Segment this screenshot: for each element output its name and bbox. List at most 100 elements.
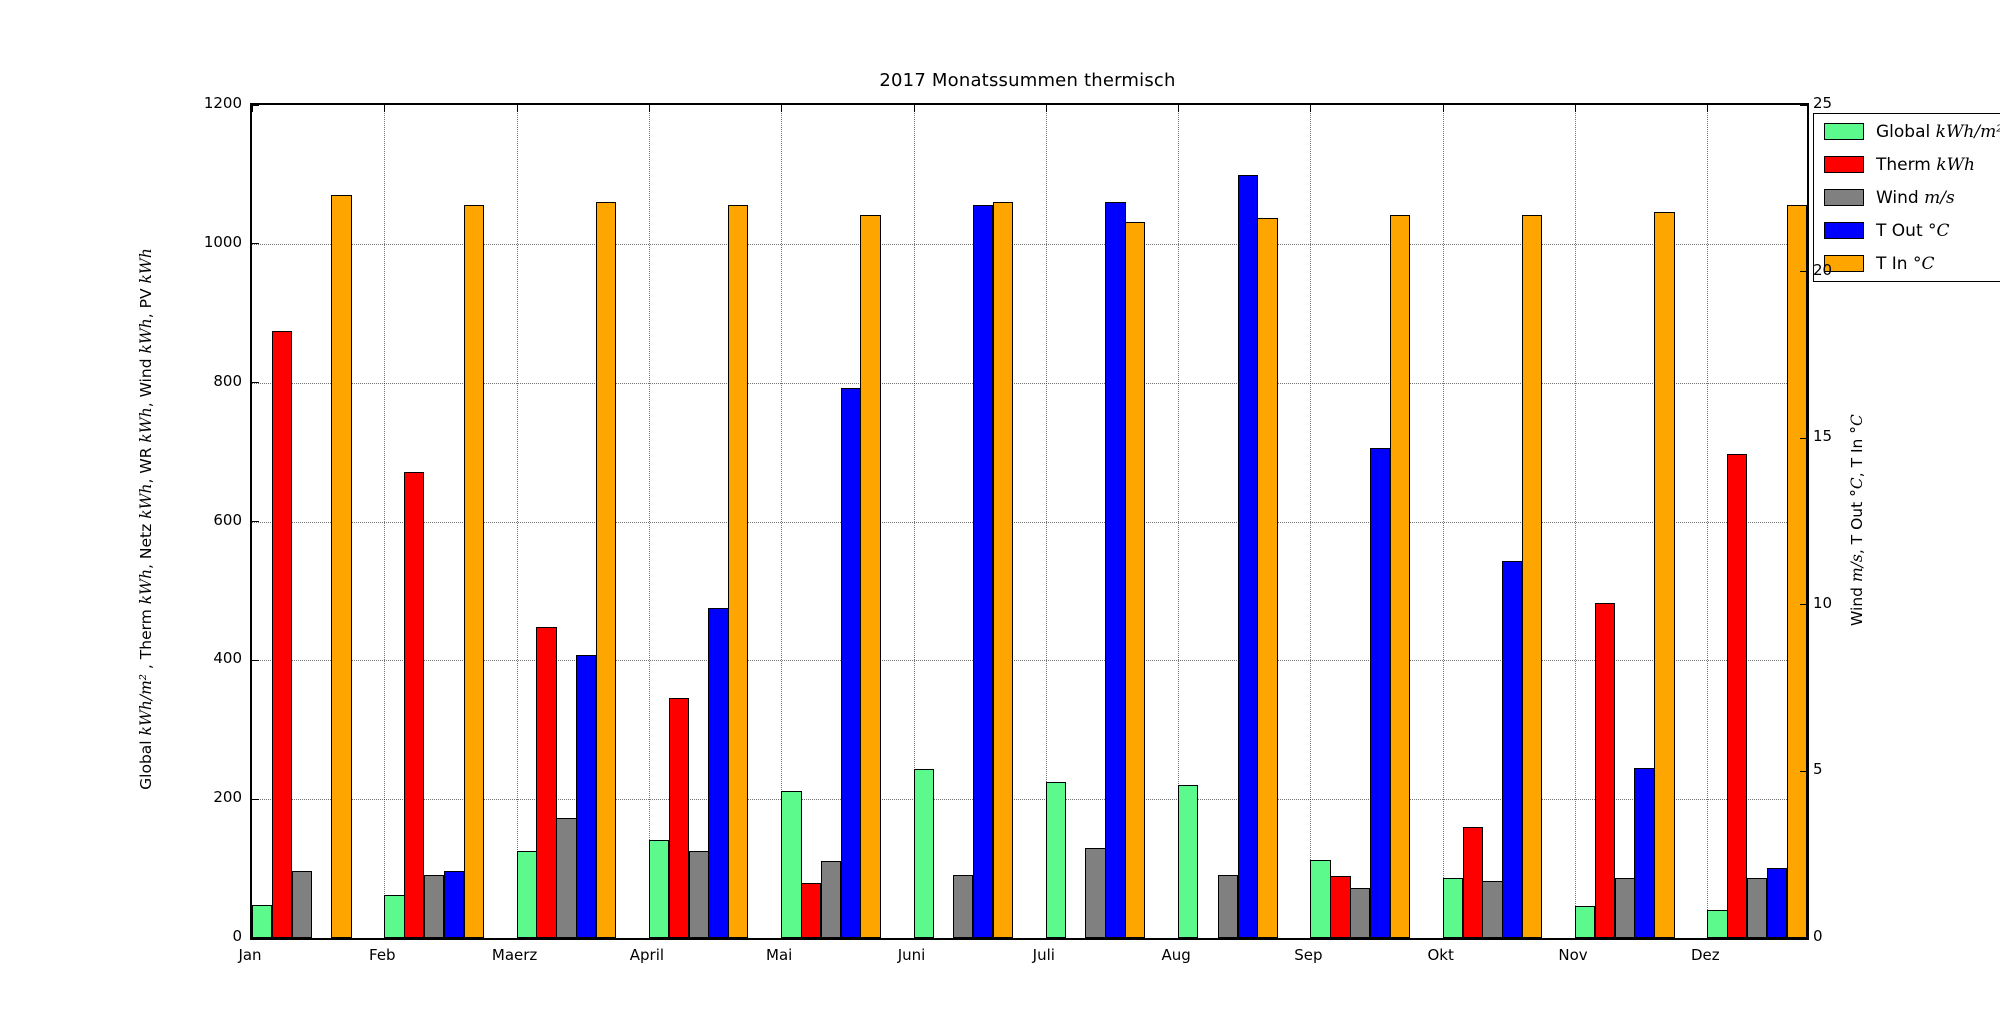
legend-series-name: T In (1876, 253, 1913, 274)
bar-t-out-maerz (576, 655, 597, 938)
label-text: , Therm (137, 604, 155, 674)
bar-therm-sep (1330, 876, 1351, 938)
x-tick-label-month: Maerz (491, 946, 538, 964)
legend-label: Global kWh/m² (1876, 122, 2000, 142)
bar-wind-maerz (556, 818, 577, 938)
left-axis-tick-mark (252, 521, 259, 522)
bar-therm-mai (801, 883, 822, 938)
vertical-gridline (1707, 105, 1709, 938)
left-axis-tick-mark (252, 104, 259, 106)
bar-global-aug (1178, 785, 1199, 938)
unit-math-text: kWh (137, 568, 155, 605)
bar-t-in-nov (1654, 212, 1675, 938)
bar-wind-okt (1482, 881, 1503, 938)
left-y-tick-label: 200 (213, 788, 242, 807)
label-text: , T Out (1848, 496, 1866, 555)
bar-wind-nov (1614, 878, 1635, 938)
bar-therm-april (668, 698, 690, 938)
bar-global-jan (252, 905, 273, 938)
x-axis-tick-mark-bottom (384, 931, 386, 938)
bar-global-feb (384, 895, 405, 938)
vertical-gridline (913, 105, 915, 938)
x-axis-tick-mark-top (1442, 105, 1444, 112)
bar-t-out-juni (972, 205, 994, 938)
bar-global-okt (1442, 878, 1464, 938)
unit-math-text: °C (1848, 414, 1866, 434)
x-tick-label-month: Aug (1161, 946, 1191, 964)
x-tick-label-month: Nov (1558, 946, 1588, 964)
bar-global-nov (1575, 906, 1596, 938)
left-y-tick-label: 800 (213, 371, 242, 390)
unit-math-text: °C (1848, 477, 1866, 497)
left-axis-tick-mark (252, 243, 259, 245)
bar-t-in-okt (1521, 215, 1543, 938)
bar-global-sep (1310, 860, 1331, 938)
bar-wind-mai (820, 861, 842, 938)
right-y-tick-label: 5 (1813, 760, 1823, 779)
bar-t-in-dez (1786, 205, 1807, 938)
bar-t-out-sep (1369, 448, 1391, 938)
legend-swatch-t-out (1824, 222, 1864, 239)
horizontal-gridline (252, 799, 1807, 801)
legend-label: Wind m/s (1876, 188, 1955, 208)
chart-title: 2017 Monatssummen thermisch (879, 70, 1176, 91)
right-y-tick-label: 20 (1813, 260, 1833, 279)
x-tick-label-month: Jan (238, 946, 262, 964)
legend-series-unit: kWh (1936, 154, 1976, 175)
bar-t-in-maerz (595, 202, 617, 938)
x-axis-tick-mark-bottom (1178, 931, 1180, 938)
x-axis-tick-mark-bottom (1442, 931, 1444, 938)
x-tick-label-month: Juni (897, 946, 926, 964)
bar-therm-dez (1727, 454, 1748, 938)
legend-box: Global kWh/m² Therm kWh Wind m/s T Out °C T … (1813, 113, 2000, 282)
x-tick-label-month: Mai (766, 946, 793, 964)
right-y-tick-label: 10 (1813, 593, 1833, 612)
right-axis-tick-mark (1800, 104, 1807, 106)
label-text: Global (137, 735, 155, 790)
legend-item-t-in: T In °C (1824, 253, 2000, 274)
bar-t-out-dez (1766, 868, 1788, 938)
left-y-tick-label: 1000 (203, 232, 242, 251)
bar-t-in-april (728, 205, 749, 938)
label-text: , T In (1848, 433, 1866, 478)
x-axis-tick-mark-bottom (913, 931, 915, 938)
horizontal-gridline (252, 660, 1807, 662)
x-tick-label-month: Juli (1032, 946, 1055, 964)
bar-therm-maerz (536, 627, 557, 938)
vertical-gridline (781, 105, 783, 938)
bar-t-in-jan (331, 195, 352, 938)
x-tick-label-month: Feb (369, 946, 396, 964)
x-axis-tick-mark-top (252, 105, 253, 112)
bar-t-in-sep (1389, 215, 1410, 938)
bar-t-in-juli (1125, 222, 1146, 938)
legend-swatch-therm (1824, 156, 1864, 173)
x-tick-label-month: Okt (1427, 946, 1454, 964)
right-axis-tick-mark (1800, 937, 1807, 939)
unit-math-text: m/s (1848, 554, 1866, 583)
bar-wind-aug (1217, 875, 1239, 938)
right-axis-tick-mark (1800, 770, 1807, 772)
legend-item-global: Global kWh/m² (1824, 122, 2000, 142)
legend-series-name: Therm (1876, 154, 1937, 175)
left-axis-tick-mark (252, 798, 259, 800)
right-y-tick-label: 0 (1813, 927, 1823, 945)
bar-therm-feb (404, 472, 425, 938)
bar-global-dez (1707, 910, 1728, 938)
label-text: Wind (1848, 582, 1866, 626)
vertical-gridline (1575, 105, 1576, 938)
bar-t-in-juni (992, 202, 1014, 938)
bar-t-out-april (708, 608, 729, 938)
horizontal-gridline (252, 382, 1807, 384)
x-axis-tick-mark-top (1045, 105, 1047, 112)
vertical-gridline (1310, 105, 1312, 938)
bar-t-out-okt (1502, 561, 1523, 938)
vertical-gridline (384, 105, 386, 938)
vertical-gridline (1178, 105, 1180, 938)
bar-therm-okt (1462, 827, 1483, 938)
bar-wind-april (688, 851, 709, 938)
left-y-tick-label: 0 (232, 927, 242, 945)
unit-math-text: kWh (137, 248, 155, 284)
legend-item-wind: Wind m/s (1824, 188, 2000, 208)
bar-wind-juni (953, 875, 974, 938)
legend-label: T Out °C (1876, 221, 1950, 241)
